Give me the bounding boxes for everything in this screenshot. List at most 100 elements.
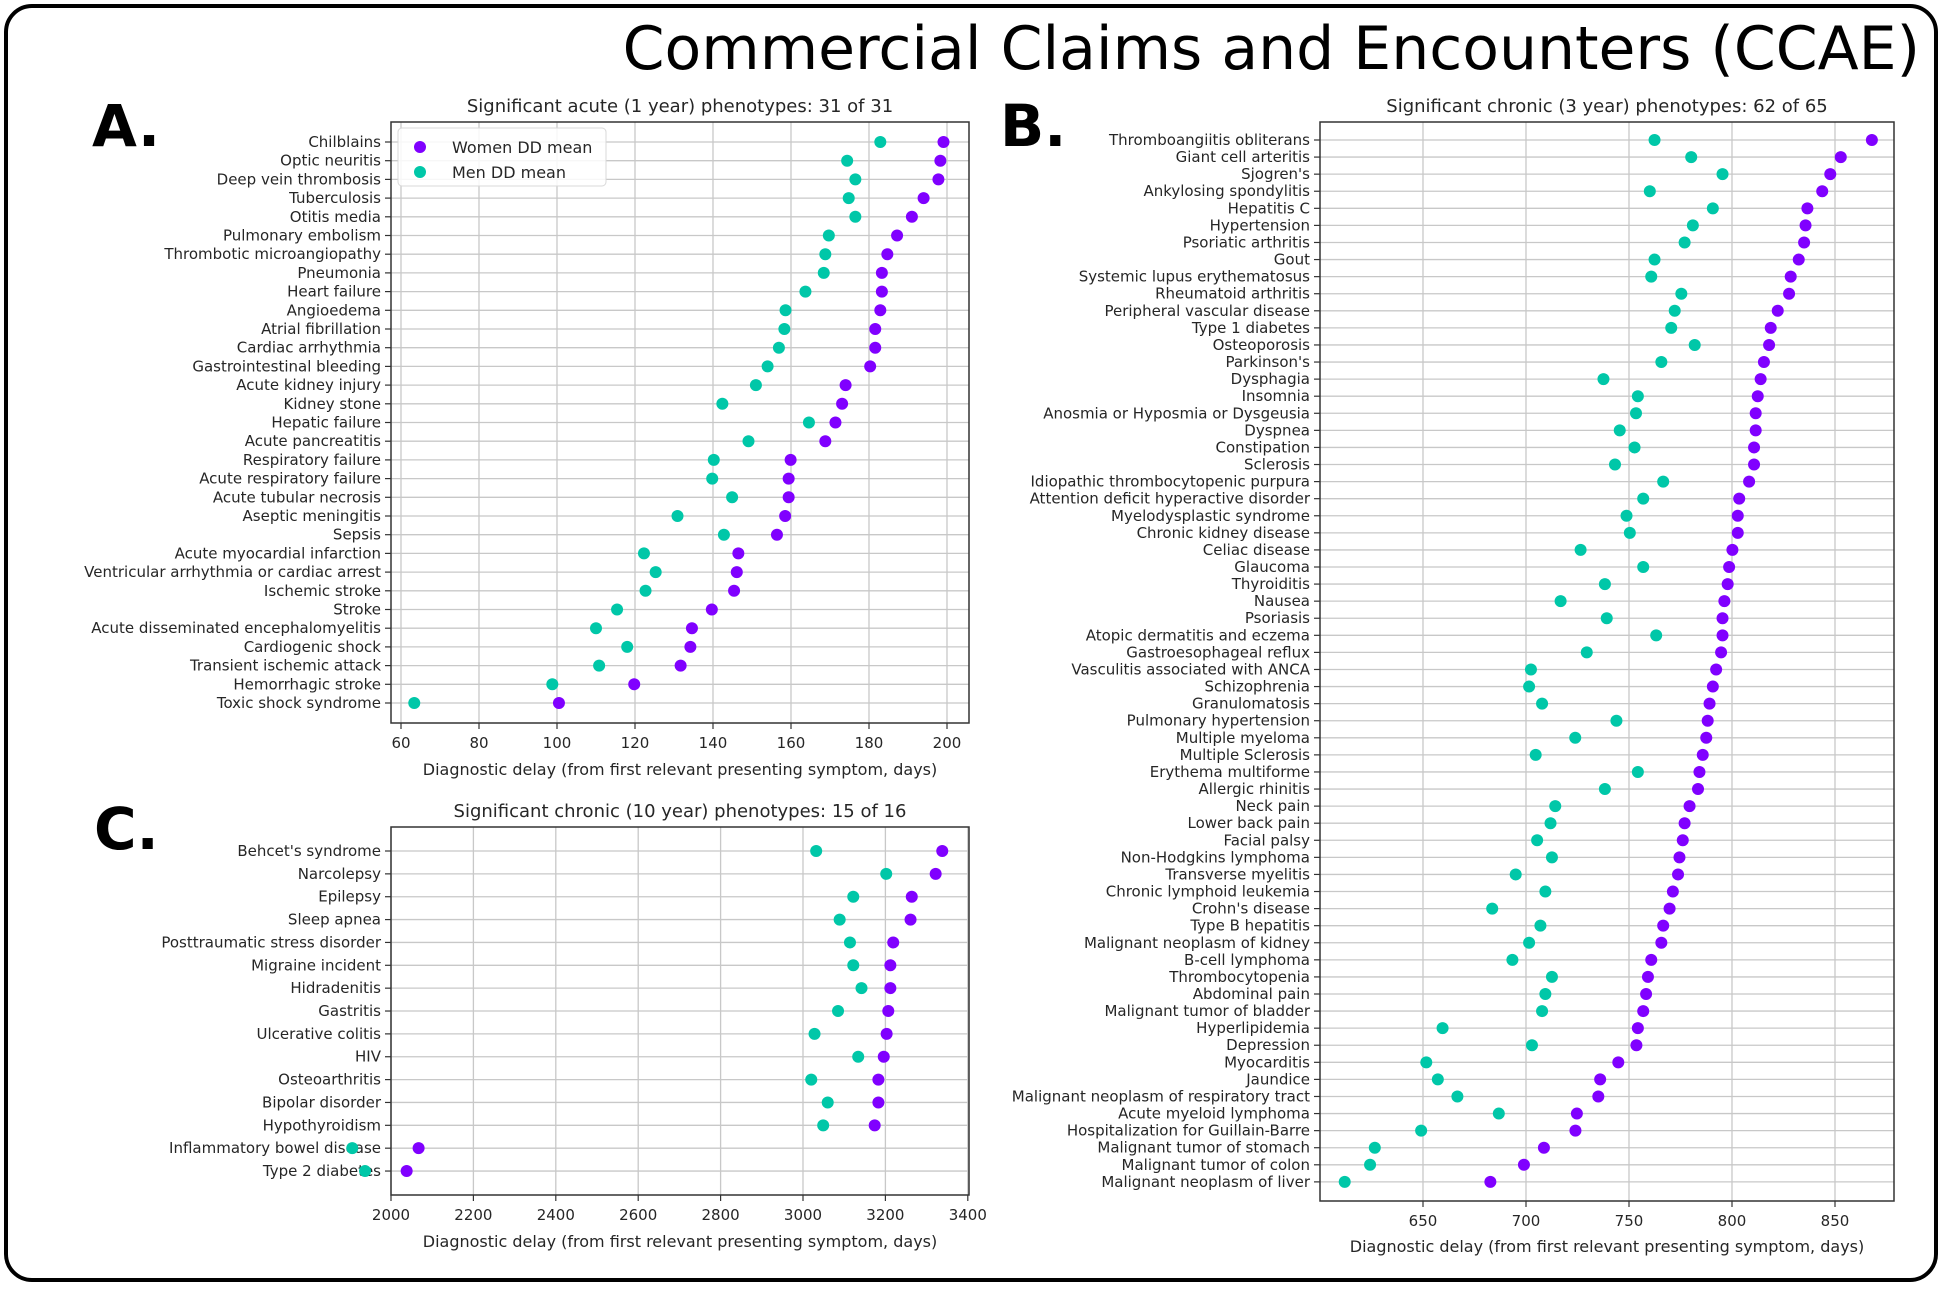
panel-a-x-tick-label: 80 — [469, 734, 488, 752]
panel-a-y-tick-label: Chilblains — [308, 133, 381, 151]
panel-b-y-tick-label: Insomnia — [1242, 387, 1310, 405]
panel-a-women-point — [881, 248, 894, 261]
panel-a-women-point — [934, 154, 947, 167]
panel-b-men-point — [1631, 765, 1644, 778]
panel-b-men-point — [1492, 1107, 1505, 1120]
panel-a-women-point — [770, 528, 783, 541]
panel-c-women-point — [868, 1119, 881, 1132]
panel-c-men-point — [852, 1050, 865, 1063]
panel-b-men-point — [1613, 424, 1626, 437]
panel-a-x-tick-label: 100 — [543, 734, 572, 752]
panel-a-men-point — [611, 603, 624, 616]
panel-b-women-point — [1743, 475, 1756, 488]
panel-c-women-point — [904, 913, 917, 926]
panel-c-y-tick-label: Gastritis — [318, 1002, 381, 1020]
panel-b-women-point — [1798, 236, 1811, 249]
panel-b-y-tick-label: Crohn's disease — [1192, 900, 1310, 918]
panel-b-men-point — [1637, 492, 1650, 505]
legend-women-label: Women DD mean — [452, 138, 592, 157]
panel-b-men-point — [1648, 134, 1661, 146]
panel-b-men-point — [1549, 800, 1562, 813]
panel-b-men-point — [1631, 390, 1644, 403]
panel-c-men-point — [847, 890, 860, 903]
panel-b-women-point — [1537, 1141, 1550, 1154]
panel-b-women-point — [1865, 134, 1878, 146]
panel-b-women-point — [1655, 936, 1668, 949]
panel-c-y-tick-label: Osteoarthritis — [278, 1071, 381, 1089]
panel-b-y-tick-label: Malignant neoplasm of kidney — [1084, 934, 1310, 952]
panel-b-y-tick-label: Attention deficit hyperactive disorder — [1030, 490, 1311, 508]
panel-a-y-tick-label: Transient ischemic attack — [189, 657, 381, 675]
panel-a-women-point — [628, 678, 641, 691]
panel-c-men-point — [821, 1096, 834, 1109]
panel-a-women-point — [869, 323, 882, 335]
panel-a-men-point — [802, 416, 815, 429]
panel-a-y-tick-label: Ischemic stroke — [264, 582, 381, 600]
panel-b-women-point — [1764, 321, 1777, 334]
panel-a-men-point — [639, 584, 652, 597]
panel-c-x-axis-label: Diagnostic delay (from first relevant pr… — [423, 1232, 937, 1251]
panel-a-men-point — [778, 323, 791, 335]
panel-a-y-tick-label: Hepatic failure — [271, 414, 381, 432]
panel-c-men-point — [832, 1005, 845, 1018]
panel-b-y-tick-label: Idiopathic thrombocytopenic purpura — [1031, 473, 1311, 491]
panel-b-y-tick-label: Hepatitis C — [1228, 199, 1310, 217]
panel-b-men-point — [1600, 612, 1613, 625]
panel-b-women-point — [1640, 988, 1653, 1000]
panel-c-y-tick-label: Migraine incident — [251, 956, 381, 974]
panel-b-women-point — [1683, 800, 1696, 813]
panel-a-y-tick-label: Ventricular arrhythmia or cardiac arrest — [84, 563, 381, 581]
panel-c-men-point — [805, 1073, 818, 1086]
panel-c-x-tick-label: 3200 — [866, 1206, 904, 1224]
panel-a-men-point — [819, 248, 832, 261]
panel-b-women-point — [1733, 492, 1746, 505]
panel-b-men-point — [1686, 219, 1699, 232]
legend-men-label: Men DD mean — [452, 163, 566, 182]
panel-b-men-point — [1536, 1005, 1549, 1018]
panel-a-women-point — [917, 192, 930, 205]
panel-b-women-point — [1594, 1073, 1607, 1086]
panel-c-y-tick-label: Narcolepsy — [298, 865, 381, 883]
panel-a-men-point — [621, 640, 634, 653]
panel-b-y-tick-label: Thyroiditis — [1231, 575, 1310, 593]
panel-b-men-point — [1716, 168, 1729, 181]
panel-b-y-tick-label: Constipation — [1216, 438, 1310, 456]
panel-b-men-point — [1665, 321, 1678, 334]
panel-a-women-point — [869, 341, 882, 354]
panel-a-women-point — [728, 584, 741, 597]
panel-b-x-tick-label: 700 — [1512, 1212, 1541, 1230]
panel-c-women-point — [887, 936, 900, 949]
panel-c-women-point — [882, 1005, 895, 1018]
panel-letter-a: A. — [92, 92, 160, 160]
panel-b-y-tick-label: Atopic dermatitis and eczema — [1086, 626, 1310, 644]
panel-b-women-point — [1757, 356, 1770, 369]
panel-a-men-point — [649, 566, 662, 579]
panel-b-y-tick-label: Thromboangiitis obliterans — [1108, 131, 1310, 149]
panel-a-x-axis-label: Diagnostic delay (from first relevant pr… — [423, 760, 937, 779]
panel-a-y-tick-label: Acute respiratory failure — [199, 470, 381, 488]
panel-c-men-point — [833, 913, 846, 926]
panel-b-y-tick-label: Acute myeloid lymphoma — [1118, 1105, 1310, 1123]
panel-c-y-tick-label: Hypothyroidism — [263, 1116, 381, 1134]
panel-c-women-point — [880, 1027, 893, 1040]
panel-a-men-point — [822, 229, 835, 242]
panel-b-women-point — [1726, 543, 1739, 556]
panel-b-men-point — [1506, 953, 1519, 966]
panel-b-y-tick-label: Transverse myelitis — [1164, 865, 1310, 883]
panel-a-women-point — [784, 453, 797, 466]
panel-letter-b: B. — [1000, 92, 1067, 160]
panel-a-men-point — [849, 173, 862, 186]
panel-b-men-point — [1338, 1175, 1351, 1188]
panel-a-men-point — [546, 678, 559, 691]
panel-b-men-point — [1539, 885, 1552, 898]
panel-a-men-point — [671, 510, 684, 522]
panel-a-y-tick-label: Stroke — [333, 601, 381, 619]
legend-women-marker — [414, 141, 426, 153]
panel-b-y-tick-label: Multiple Sclerosis — [1180, 746, 1311, 764]
panel-b-men-point — [1706, 202, 1719, 215]
panel-a-men-point — [817, 266, 830, 279]
panel-b-y-tick-label: Hospitalization for Guillain-Barre — [1067, 1122, 1310, 1140]
panel-b-men-point — [1574, 543, 1587, 556]
panel-c-women-point — [884, 982, 897, 995]
panel-b-men-point — [1368, 1141, 1381, 1154]
